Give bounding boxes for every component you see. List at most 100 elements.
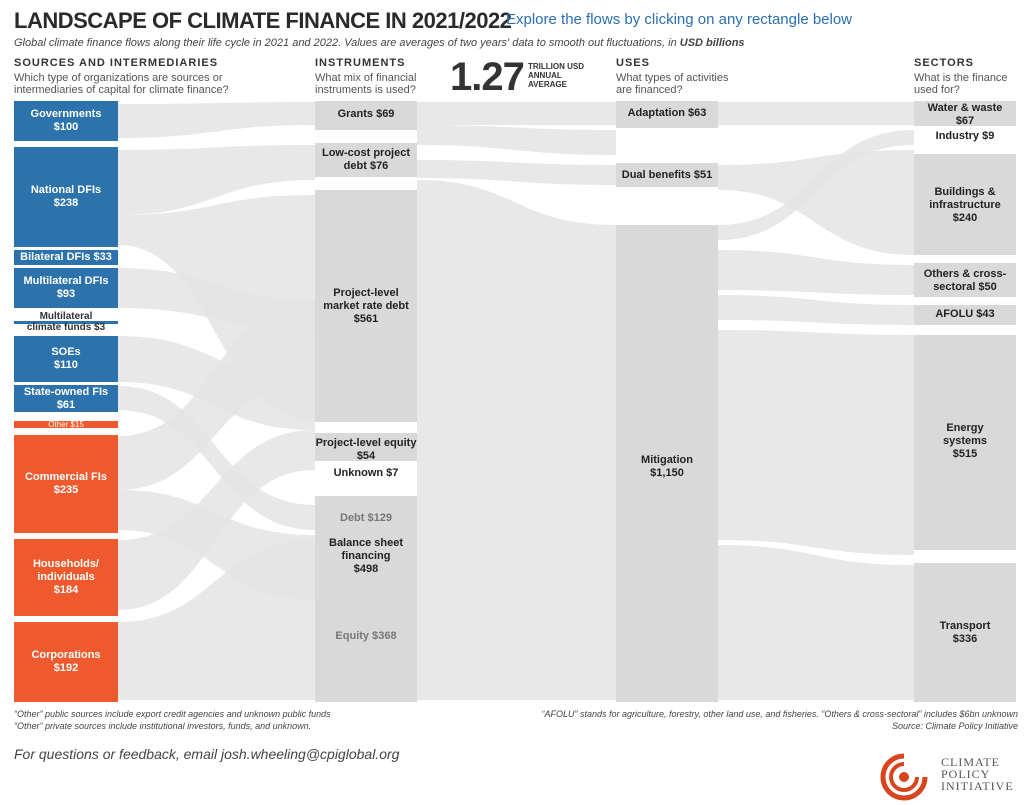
footnote-source: Source: Climate Policy Initiative [891, 721, 1018, 731]
instruments-column-question: What mix of financial instruments is use… [315, 72, 417, 96]
logo-line: CLIMATE [941, 755, 1000, 769]
node-value: $515 [952, 448, 978, 460]
instrument-equity-label[interactable]: Equity $368 [335, 630, 397, 642]
node-label: Buildings & [934, 186, 996, 198]
node-label: climate funds $3 [26, 322, 106, 333]
node-value: $1,150 [650, 467, 684, 479]
source-state-owned-fis[interactable]: State-owned FIs $61 [14, 385, 118, 412]
flow-ribbon [417, 125, 616, 155]
flow-ribbon [718, 295, 914, 325]
flow-group-instruments-to-uses [417, 102, 616, 700]
node-label: Project-level [333, 287, 399, 299]
sector-transport[interactable] [914, 563, 1016, 702]
node-value: $240 [952, 212, 978, 224]
source-commercial-fis[interactable]: Commercial FIs $235 [14, 435, 118, 533]
node-value: $235 [53, 484, 79, 496]
node-label: Bilateral DFIs $33 [20, 251, 112, 263]
sector-afolu-label: AFOLU $43 [935, 308, 995, 320]
source-corporations[interactable]: Corporations $192 [14, 622, 118, 702]
node-value: $561 [353, 313, 379, 325]
source-national-dfis[interactable]: National DFIs $238 [14, 147, 118, 247]
sector-water-waste[interactable] [914, 101, 1016, 126]
sector-afolu[interactable] [914, 305, 1016, 325]
source-households[interactable]: Households/individuals $184 [14, 539, 118, 616]
node-label: National DFIs [30, 184, 102, 196]
instrument-grants-label: Grants $69 [337, 108, 395, 120]
instrument-project-equity-label: Project-level equity $54 [312, 437, 420, 463]
node-label: infrastructure [929, 199, 1001, 211]
instrument-unknown[interactable]: Unknown $7 [315, 466, 417, 480]
node-label: Corporations [31, 649, 101, 661]
node-label: Transport [939, 620, 991, 632]
uses-column-question: What types of activities are financed? [616, 72, 729, 96]
node-label: Multilateral [39, 311, 93, 322]
instrument-grants[interactable] [315, 101, 417, 130]
node-value: $110 [54, 359, 78, 371]
sector-industry[interactable]: Industry $9 [914, 129, 1016, 143]
footnote-private-other: “Other” private sources include institut… [14, 721, 312, 731]
flow-ribbon [718, 545, 914, 700]
node-value: $192 [53, 662, 79, 674]
node-label: Mitigation [641, 454, 693, 466]
sectors-column-question: What is the finance used for? [914, 72, 1008, 96]
source-bilateral-dfis[interactable]: Bilateral DFIs $33 [14, 250, 118, 265]
total-unit-line: TRILLION USD [528, 62, 584, 71]
node-label: sectoral $50 [933, 281, 997, 293]
footnote-afolu: “AFOLU” stands for agriculture, forestry… [541, 709, 1018, 719]
flow-ribbon [718, 250, 914, 295]
node-value: $498 [353, 563, 379, 575]
flow-ribbon [718, 150, 914, 255]
use-mitigation-label: Mitigation $1,150 [616, 454, 718, 480]
use-dual-benefits[interactable] [616, 163, 718, 187]
flow-ribbon [118, 620, 315, 700]
node-value: $61 [56, 398, 76, 411]
node-label: financing [341, 550, 391, 562]
use-adaptation[interactable] [616, 101, 718, 128]
flow-ribbon [417, 180, 616, 700]
source-other-private[interactable]: Other $15 [14, 421, 118, 429]
cpi-logo-icon [880, 753, 928, 801]
sources-column-title: SOURCES AND INTERMEDIARIES [14, 57, 219, 69]
instrument-debt-label[interactable]: Debt $129 [340, 512, 392, 524]
sector-others[interactable] [914, 263, 1016, 297]
node-value: $238 [53, 197, 79, 209]
flow-ribbon [718, 130, 914, 240]
use-mitigation[interactable] [616, 225, 718, 702]
total-unit-line: ANNUAL [528, 71, 562, 80]
instrument-low-cost-debt[interactable] [315, 143, 417, 177]
instrument-market-rate-debt[interactable] [315, 190, 417, 422]
source-multilateral-dfis[interactable]: Multilateral DFIs $93 [14, 268, 118, 308]
instrument-balance-sheet[interactable] [315, 496, 417, 702]
flow-ribbon [718, 102, 914, 125]
explore-hint: Explore the flows by clicking on any rec… [506, 11, 853, 28]
sector-energy[interactable] [914, 335, 1016, 550]
node-label: Balance sheet [329, 537, 403, 549]
node-label: market rate debt [323, 300, 409, 312]
use-dual-benefits-label: Dual benefits $51 [621, 169, 713, 181]
flow-group-sources-to-instruments [118, 102, 315, 700]
source-governments[interactable]: Governments $100 [14, 101, 118, 141]
source-soes[interactable]: SOEs $110 [14, 336, 118, 382]
total-value: 1.27 [450, 55, 525, 99]
sector-buildings[interactable] [914, 154, 1016, 255]
node-label: individuals [37, 571, 95, 583]
node-label: Water & waste [927, 102, 1003, 114]
node-value: $184 [53, 584, 79, 596]
node-label: Households/ [32, 558, 99, 570]
subtitle-text: Global climate finance flows along their… [14, 37, 680, 49]
instrument-project-equity[interactable] [315, 433, 417, 461]
node-label: systems [942, 435, 988, 447]
node-label: Industry $9 [929, 129, 1001, 143]
sector-others-label: Others & cross-sectoral $50 [914, 268, 1016, 294]
flow-ribbon [118, 540, 315, 660]
total-unit: TRILLION USD ANNUAL AVERAGE [528, 62, 584, 89]
sector-transport-label: Transport $336 [914, 620, 1016, 646]
node-label: Commercial FIs [25, 471, 107, 483]
source-multilateral-climate-funds[interactable]: Multilateral climate funds $3 [14, 311, 118, 333]
node-label: Multilateral DFIs [23, 275, 109, 287]
uses-column-title: USES [616, 57, 650, 69]
flow-ribbon [718, 330, 914, 555]
logo-line: INITIATIVE [941, 779, 1014, 793]
sector-buildings-label: Buildings & infrastructure $240 [914, 186, 1016, 225]
